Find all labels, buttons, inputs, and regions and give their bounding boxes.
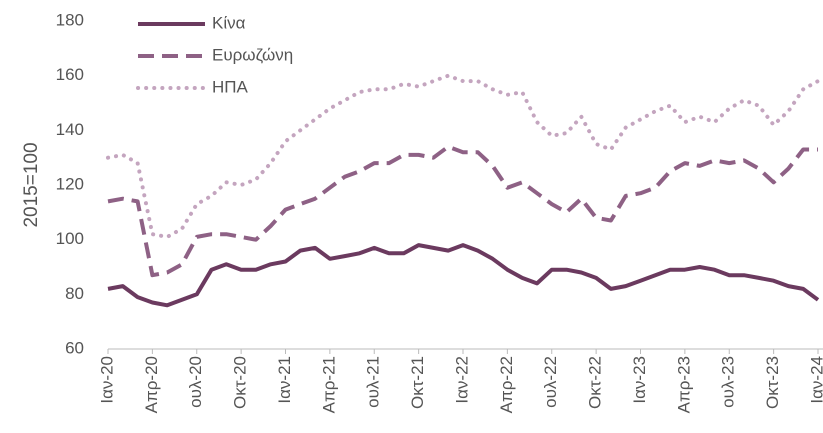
x-tick-label: Οκτ-23 xyxy=(763,356,782,409)
x-tick-label: Απρ-20 xyxy=(142,356,161,413)
series-line xyxy=(107,144,818,278)
y-tick-label: 100 xyxy=(56,229,84,248)
x-tick-label: ουλ-21 xyxy=(364,356,383,408)
legend-label: Ευρωζώνη xyxy=(212,45,293,64)
x-tick-label: Ιαν-22 xyxy=(452,356,471,404)
y-tick-label: 80 xyxy=(65,284,84,303)
legend-label: ΗΠΑ xyxy=(212,77,249,96)
x-tick-label: Ιαν-24 xyxy=(807,356,823,404)
x-tick-label: Απρ-23 xyxy=(674,356,693,413)
y-tick-label: 160 xyxy=(56,65,84,84)
x-tick-label: Ιαν-23 xyxy=(630,356,649,404)
series-line xyxy=(107,243,820,308)
x-tick-label: Ιαν-20 xyxy=(97,356,116,404)
x-tick-label: ουλ-23 xyxy=(719,356,738,408)
legend-label: Κίνα xyxy=(212,13,246,32)
y-tick-label: 60 xyxy=(65,338,84,357)
y-axis-label: 2015=100 xyxy=(21,142,42,227)
y-tick-label: 140 xyxy=(56,120,84,139)
x-tick-label: ουλ-20 xyxy=(186,356,205,408)
x-tick-label: Ιαν-21 xyxy=(275,356,294,404)
series-line xyxy=(106,73,820,239)
y-tick-label: 180 xyxy=(56,10,84,29)
x-tick-label: Οκτ-22 xyxy=(586,356,605,409)
x-tick-label: Οκτ-21 xyxy=(408,356,427,409)
x-tick-label: Απρ-22 xyxy=(497,356,516,413)
x-tick-label: Οκτ-20 xyxy=(231,356,250,409)
x-tick-label: Απρ-21 xyxy=(319,356,338,413)
x-tick-label: ουλ-22 xyxy=(541,356,560,408)
y-tick-label: 120 xyxy=(56,174,84,193)
